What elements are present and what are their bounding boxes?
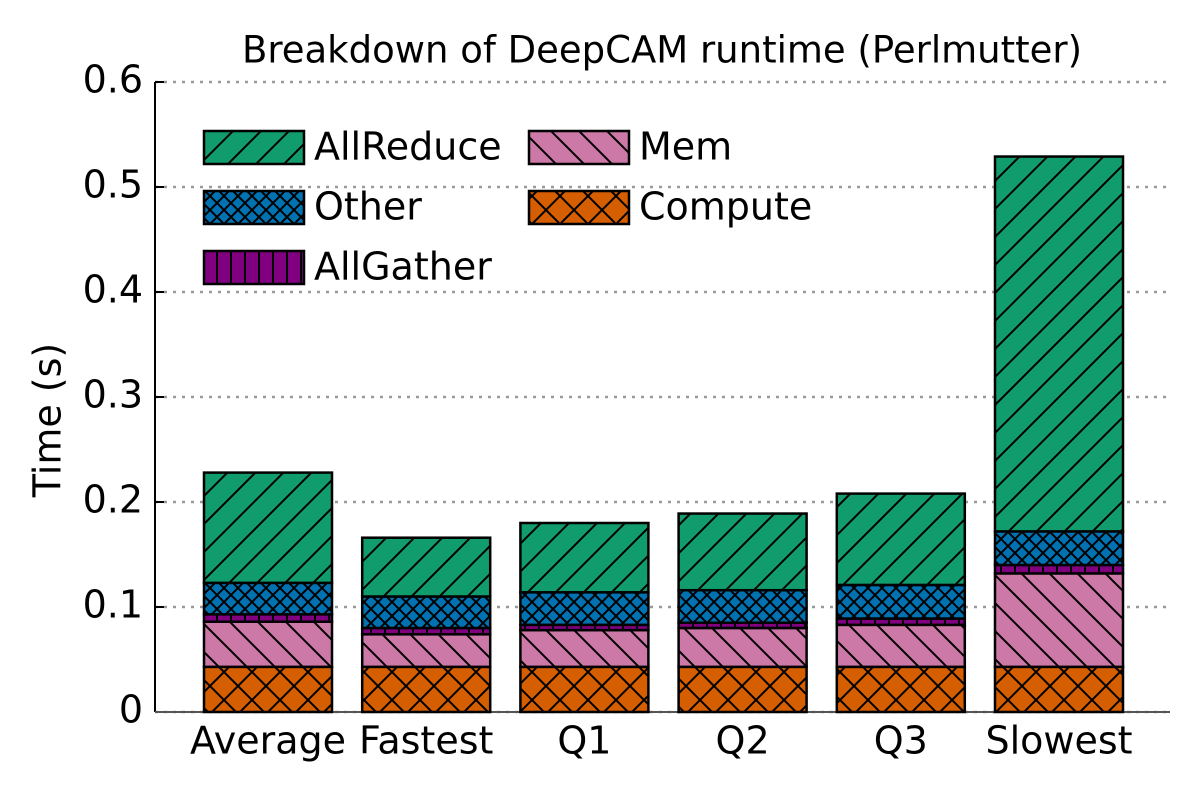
bar-segment: [835, 665, 967, 714]
bar-segment: [519, 665, 650, 714]
bar-segment: [677, 512, 808, 592]
x-tick-label: Q1: [557, 719, 611, 763]
x-tick-label: Q3: [874, 719, 928, 763]
legend-swatch: [202, 189, 306, 226]
bar-segment: [360, 595, 492, 630]
legend-swatch: [527, 189, 631, 226]
bar-segment: [835, 623, 967, 669]
bar-segment: [519, 521, 650, 594]
legend-swatch: [527, 129, 631, 166]
bar-segment: [835, 583, 967, 620]
bar-segment: [677, 626, 808, 669]
bar-segment: [202, 665, 334, 714]
legend-label: Mem: [639, 125, 732, 169]
bar-segment: [202, 471, 334, 585]
y-tick-label: 0: [119, 688, 143, 732]
bar-segment: [202, 620, 334, 669]
x-tick-label: Average: [190, 719, 346, 763]
legend-swatch: [202, 249, 306, 286]
y-tick-label: 0.4: [83, 268, 143, 312]
bar-segment: [202, 581, 334, 616]
bar-segment: [993, 665, 1125, 714]
bar-segment: [993, 155, 1125, 533]
bar-segment: [677, 588, 808, 625]
bar-segment: [519, 628, 650, 669]
y-tick-label: 0.5: [83, 163, 143, 207]
y-tick-label: 0.2: [83, 478, 143, 522]
legend-label: AllGather: [314, 245, 492, 289]
y-tick-label: 0.3: [83, 373, 143, 417]
legend-label: Other: [314, 185, 422, 229]
bar-segment: [835, 492, 967, 587]
legend-label: AllReduce: [314, 125, 502, 169]
chart-title: Breakdown of DeepCAM runtime (Perlmutter…: [242, 29, 1082, 72]
legend-label: Compute: [639, 185, 812, 229]
bar-segment: [993, 563, 1125, 575]
x-tick-label: Slowest: [985, 719, 1132, 763]
y-axis-label: Time (s): [26, 343, 70, 499]
bar-segment: [993, 530, 1125, 567]
x-tick-label: Q2: [716, 719, 770, 763]
bar-segment: [519, 591, 650, 627]
x-tick-label: Fastest: [359, 719, 493, 763]
y-tick-label: 0.6: [83, 58, 143, 102]
bar-segment: [677, 665, 808, 714]
bar-segment: [360, 665, 492, 714]
bar-segment: [360, 633, 492, 669]
y-tick-label: 0.1: [83, 583, 143, 627]
bar-segment: [993, 572, 1125, 669]
legend-swatch: [202, 129, 306, 166]
bar-segment: [360, 536, 492, 598]
